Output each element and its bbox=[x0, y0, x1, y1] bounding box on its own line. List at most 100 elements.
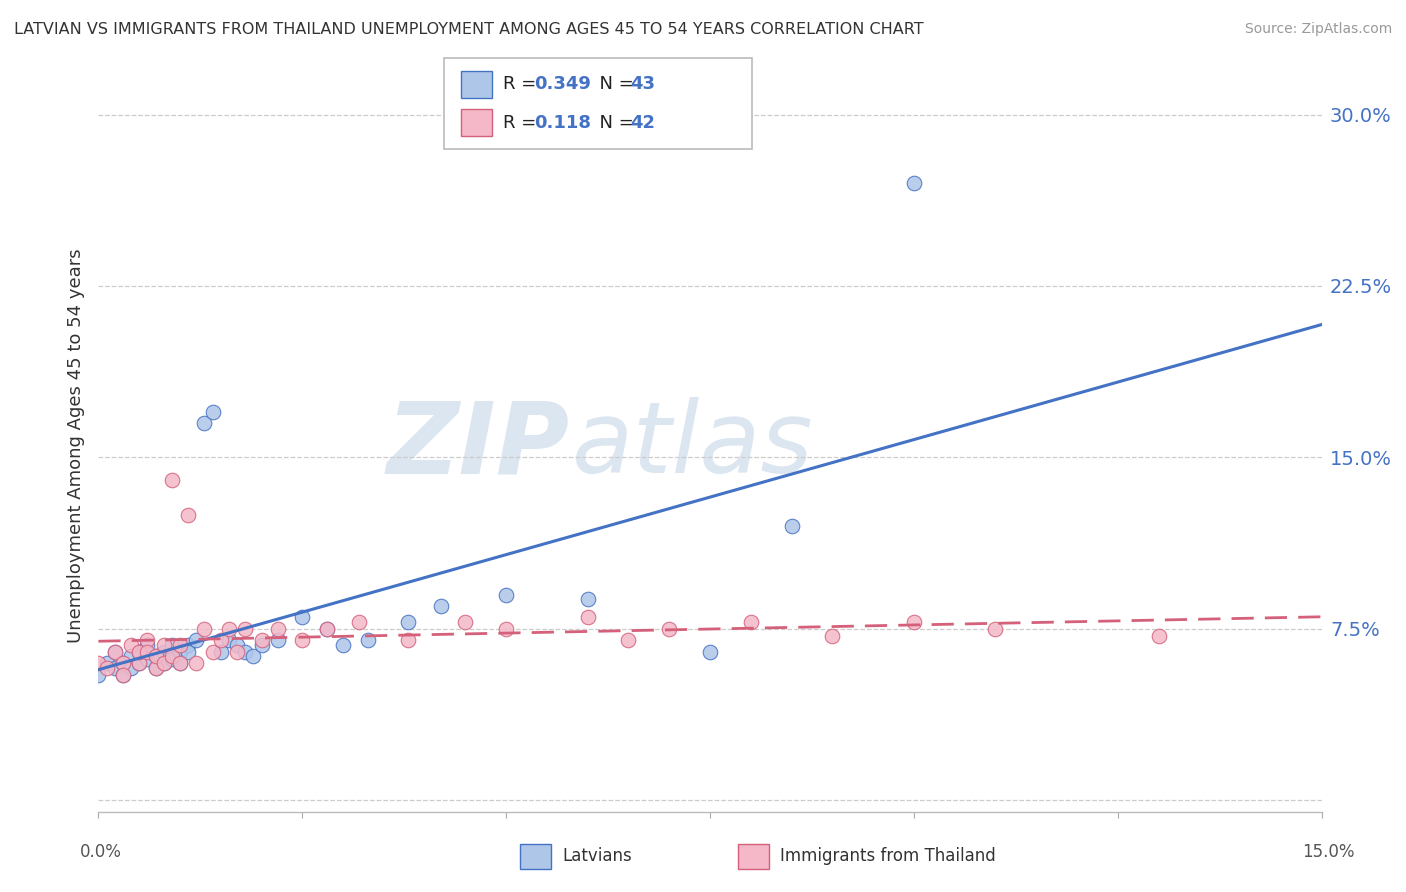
Point bbox=[136, 633, 159, 648]
Point bbox=[617, 633, 640, 648]
Point bbox=[152, 645, 174, 659]
Point bbox=[193, 416, 215, 430]
Point bbox=[576, 610, 599, 624]
Text: atlas: atlas bbox=[572, 398, 814, 494]
Point bbox=[111, 667, 134, 681]
Point bbox=[250, 638, 273, 652]
Text: N =: N = bbox=[588, 75, 640, 94]
Text: 0.0%: 0.0% bbox=[80, 843, 122, 861]
Point bbox=[87, 656, 110, 670]
Point bbox=[267, 633, 290, 648]
Point bbox=[267, 622, 290, 636]
Point bbox=[984, 622, 1007, 636]
Point bbox=[396, 633, 419, 648]
Point bbox=[120, 638, 142, 652]
Point bbox=[145, 661, 167, 675]
Point bbox=[699, 645, 721, 659]
Point bbox=[96, 656, 118, 670]
Text: Source: ZipAtlas.com: Source: ZipAtlas.com bbox=[1244, 22, 1392, 37]
Point bbox=[136, 638, 159, 652]
Point bbox=[136, 645, 159, 659]
Point bbox=[120, 661, 142, 675]
Point bbox=[152, 656, 174, 670]
Point bbox=[104, 645, 127, 659]
Text: R =: R = bbox=[503, 75, 543, 94]
Point bbox=[120, 649, 142, 664]
Point bbox=[332, 638, 354, 652]
Point bbox=[495, 588, 517, 602]
Point bbox=[576, 592, 599, 607]
Point bbox=[218, 633, 240, 648]
Point bbox=[169, 656, 191, 670]
Text: 43: 43 bbox=[630, 75, 655, 94]
Point bbox=[111, 656, 134, 670]
Text: 42: 42 bbox=[630, 113, 655, 132]
Text: R =: R = bbox=[503, 113, 548, 132]
Point bbox=[104, 661, 127, 675]
Point bbox=[186, 656, 208, 670]
Point bbox=[186, 633, 208, 648]
Point bbox=[349, 615, 371, 629]
Text: ZIP: ZIP bbox=[387, 398, 569, 494]
Text: 15.0%: 15.0% bbox=[1302, 843, 1355, 861]
Point bbox=[201, 405, 224, 419]
Text: Latvians: Latvians bbox=[562, 847, 633, 865]
Point bbox=[291, 610, 314, 624]
Point bbox=[145, 661, 167, 675]
Point bbox=[740, 615, 762, 629]
Point bbox=[145, 649, 167, 664]
Point bbox=[160, 649, 183, 664]
Y-axis label: Unemployment Among Ages 45 to 54 years: Unemployment Among Ages 45 to 54 years bbox=[66, 249, 84, 643]
Text: LATVIAN VS IMMIGRANTS FROM THAILAND UNEMPLOYMENT AMONG AGES 45 TO 54 YEARS CORRE: LATVIAN VS IMMIGRANTS FROM THAILAND UNEM… bbox=[14, 22, 924, 37]
Point bbox=[903, 176, 925, 190]
Point bbox=[128, 656, 150, 670]
Point bbox=[177, 645, 200, 659]
Point bbox=[152, 656, 174, 670]
Point bbox=[169, 645, 191, 659]
Point bbox=[87, 667, 110, 681]
Point bbox=[111, 656, 134, 670]
Point bbox=[209, 645, 232, 659]
Point bbox=[315, 622, 337, 636]
Point bbox=[226, 645, 249, 659]
Point bbox=[128, 645, 150, 659]
Point bbox=[177, 508, 200, 522]
Point bbox=[201, 645, 224, 659]
Text: N =: N = bbox=[588, 113, 640, 132]
Point bbox=[104, 645, 127, 659]
Point bbox=[96, 661, 118, 675]
Text: 0.349: 0.349 bbox=[534, 75, 591, 94]
Point bbox=[821, 629, 844, 643]
Point bbox=[1147, 629, 1170, 643]
Point bbox=[430, 599, 453, 613]
Point bbox=[658, 622, 681, 636]
Point bbox=[169, 656, 191, 670]
Point bbox=[903, 615, 925, 629]
Point bbox=[780, 519, 803, 533]
Point bbox=[152, 638, 174, 652]
Point bbox=[218, 622, 240, 636]
Point bbox=[160, 638, 183, 652]
Point bbox=[356, 633, 378, 648]
Point bbox=[226, 638, 249, 652]
Point bbox=[128, 656, 150, 670]
Text: 0.118: 0.118 bbox=[534, 113, 592, 132]
Point bbox=[209, 633, 232, 648]
Point bbox=[145, 649, 167, 664]
Point bbox=[193, 622, 215, 636]
Point bbox=[250, 633, 273, 648]
Point bbox=[169, 638, 191, 652]
Point bbox=[233, 645, 256, 659]
Point bbox=[128, 645, 150, 659]
Point bbox=[495, 622, 517, 636]
Point bbox=[160, 473, 183, 487]
Point bbox=[177, 638, 200, 652]
Point bbox=[111, 667, 134, 681]
Point bbox=[242, 649, 264, 664]
Point bbox=[454, 615, 477, 629]
Point bbox=[396, 615, 419, 629]
Point bbox=[136, 651, 159, 665]
Point bbox=[233, 622, 256, 636]
Point bbox=[160, 651, 183, 665]
Text: Immigrants from Thailand: Immigrants from Thailand bbox=[780, 847, 995, 865]
